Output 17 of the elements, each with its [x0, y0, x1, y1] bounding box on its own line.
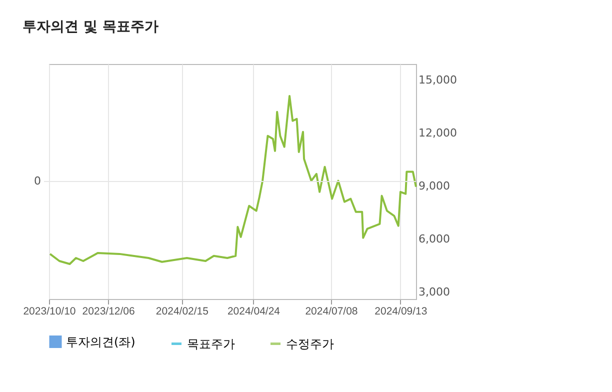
line-series [49, 94, 417, 266]
y2-tick-label: 3,000 [418, 285, 450, 298]
x-tick-label: 2024/02/15 [156, 306, 209, 318]
x-tick-label: 2024/07/08 [305, 306, 358, 318]
y2-tick-label: 15,000 [418, 73, 457, 86]
x-tick-label: 2023/12/06 [82, 306, 136, 318]
legend-label: 투자의견(좌) [66, 334, 136, 349]
y2-tick-label: 6,000 [418, 232, 450, 246]
x-tick-label: 2023/10/10 [23, 306, 76, 318]
y2-tick-label: 12,000 [418, 126, 457, 140]
legend-label: 목표주가 [187, 336, 235, 351]
x-tick-label: 2024/09/13 [374, 306, 428, 318]
x-tick-label: 2024/04/24 [227, 306, 280, 318]
text: 0 [34, 174, 41, 188]
legend-label: 수정주가 [286, 336, 334, 351]
y2-tick-label: 9,000 [418, 179, 450, 192]
chart-title: 투자의견 및 목표주가 [22, 19, 158, 35]
